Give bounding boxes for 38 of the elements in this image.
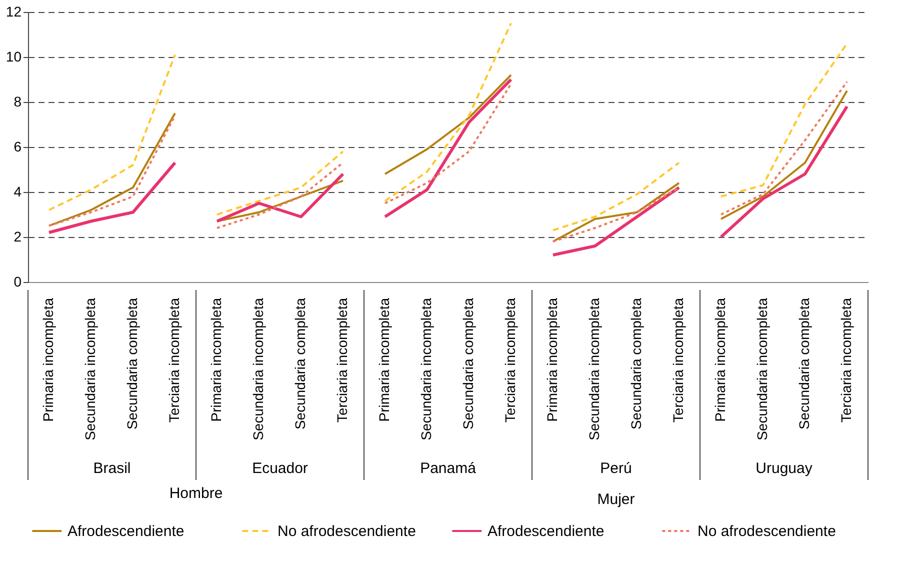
x-tick-label: Terciaria incompleta xyxy=(166,298,182,422)
x-tick-label: Secundaria incompleta xyxy=(250,298,266,440)
x-tick-label: Terciaria incompleta xyxy=(670,298,686,422)
x-tick-label: Primaria incompleta xyxy=(544,298,560,422)
y-tick-label: 8 xyxy=(14,94,22,110)
x-tick-label: Primaria incompleta xyxy=(208,298,224,422)
x-tick-label: Terciaria incompleta xyxy=(502,298,518,422)
text: Hombre xyxy=(169,485,223,502)
x-tick-label: Secundaria incompleta xyxy=(418,298,434,440)
legend-label: Afrodescendiente xyxy=(487,523,604,540)
y-tick-label: 0 xyxy=(14,274,22,290)
legend-label: No afrodescendiente xyxy=(697,523,836,540)
y-tick-label: 10 xyxy=(6,48,22,64)
legend-label: Afrodescendiente xyxy=(67,523,184,540)
text: Panamá xyxy=(420,460,477,477)
text: Brasil xyxy=(93,460,131,477)
x-tick-label: Terciaria incompleta xyxy=(334,298,350,422)
text: Uruguay xyxy=(756,460,813,477)
x-tick-label: Terciaria incompleta xyxy=(838,298,854,422)
x-tick-label: Secundaria completa xyxy=(628,298,644,430)
legend-label: No afrodescendiente xyxy=(277,523,416,540)
y-tick-label: 6 xyxy=(14,138,22,154)
x-tick-label: Secundaria incompleta xyxy=(586,298,602,440)
x-tick-label: Primaria incompleta xyxy=(376,298,392,422)
x-tick-label: Secundaria completa xyxy=(292,298,308,430)
y-tick-label: 4 xyxy=(14,184,22,200)
x-tick-label: Secundaria incompleta xyxy=(82,298,98,440)
x-tick-label: Primaria incompleta xyxy=(712,298,728,422)
y-tick-label: 12 xyxy=(6,4,22,20)
text: Perú xyxy=(600,460,632,477)
y-tick-label: 2 xyxy=(14,228,22,244)
x-tick-label: Secundaria completa xyxy=(460,298,476,430)
text: Ecuador xyxy=(252,460,308,477)
x-tick-label: Primaria incompleta xyxy=(40,298,56,422)
x-tick-label: Secundaria completa xyxy=(796,298,812,430)
text: Mujer xyxy=(597,491,635,508)
x-tick-label: Secundaria completa xyxy=(124,298,140,430)
x-tick-label: Secundaria incompleta xyxy=(754,298,770,440)
